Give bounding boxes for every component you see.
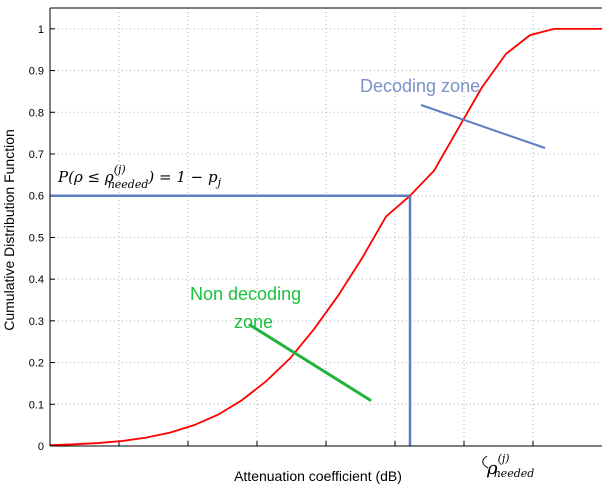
- non-decoding-zone-label-2: zone: [234, 312, 273, 332]
- y-tick-label: 0.7: [29, 149, 44, 161]
- y-tick-label: 0: [38, 441, 44, 453]
- x-marker-superscript: (j): [498, 452, 510, 465]
- threshold-expression-tail: ) = 1 − p: [147, 168, 218, 186]
- y-tick-labels: 0 0.1 0.2 0.3 0.4 0.5 0.6 0.7 0.8 0.9 1: [29, 24, 44, 453]
- threshold-expression: P(ρ ≤ ρ(j) needed) = 1 − pj: [57, 163, 222, 191]
- cdf-curve: [50, 27, 602, 446]
- decoding-zone-pointer: [420, 104, 546, 149]
- y-tick-label: 1: [38, 24, 44, 36]
- y-tick-label: 0.4: [29, 274, 44, 286]
- y-tick-label: 0.5: [29, 232, 44, 244]
- curve-layer: [50, 27, 602, 446]
- y-tick-label: 0.3: [29, 316, 44, 328]
- non-decoding-zone-pointer: [248, 323, 372, 402]
- x-marker-label: ρ(j) needed: [486, 452, 534, 480]
- x-marker-symbol: ρ: [486, 458, 498, 479]
- decoding-zone-label: Decoding zone: [360, 76, 480, 96]
- x-marker-arrow: [482, 455, 489, 469]
- non-decoding-zone-label: Non decoding: [190, 284, 301, 304]
- grid-lines: [50, 8, 602, 447]
- threshold-layer: [50, 104, 546, 469]
- threshold-superscript: (j): [114, 163, 126, 176]
- threshold-subscript: needed: [108, 178, 149, 191]
- threshold-expression-head: P(ρ ≤ ρ: [57, 168, 114, 186]
- threshold-tail-subscript: j: [215, 176, 222, 189]
- y-axis-label: Cumulative Distribution Function: [1, 129, 17, 331]
- y-tick-label: 0.9: [29, 66, 44, 78]
- x-marker-subscript: needed: [494, 467, 535, 480]
- x-axis-label: Attenuation coefficient (dB): [234, 468, 402, 484]
- y-tick-label: 0.6: [29, 191, 44, 203]
- y-tick-label: 0.8: [29, 107, 44, 119]
- y-tick-label: 0.2: [29, 358, 44, 370]
- y-tick-label: 0.1: [29, 399, 44, 411]
- frame-layer: [49, 7, 602, 447]
